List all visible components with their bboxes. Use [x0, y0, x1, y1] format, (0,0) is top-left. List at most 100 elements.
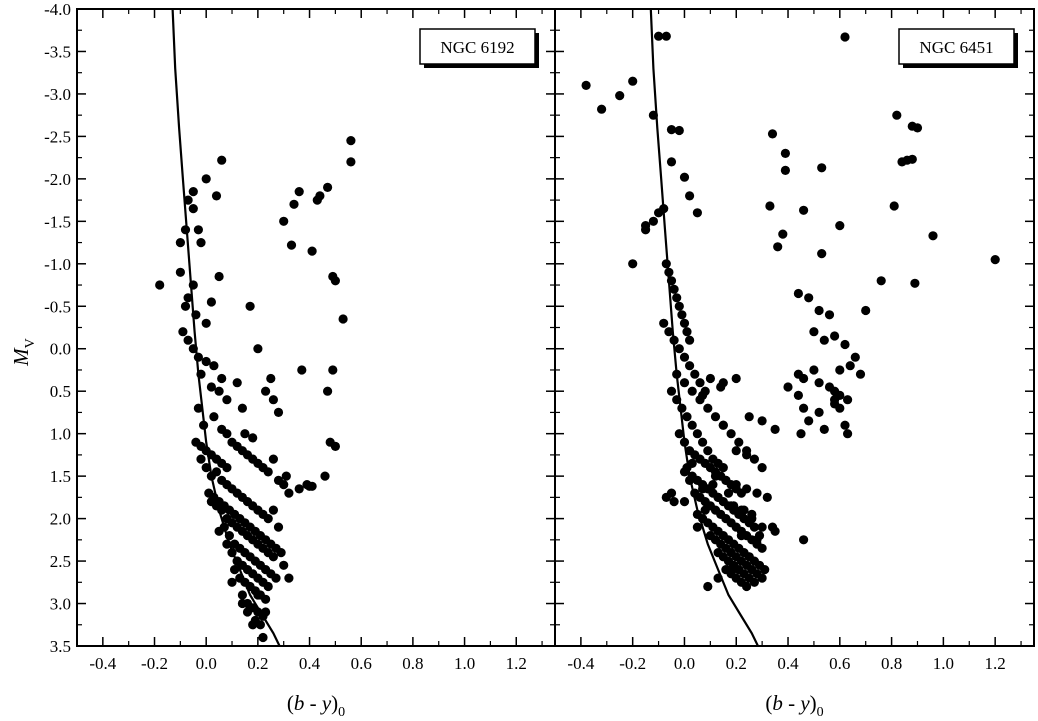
ngc-6451-star-point — [817, 163, 827, 173]
ngc-6192-x-tick-label: 1.0 — [454, 654, 475, 673]
ngc-6192-x-tick-label: 1.2 — [506, 654, 527, 673]
ngc-6192-star-point — [268, 454, 278, 464]
ngc-6451-star-point — [744, 412, 754, 422]
panel-ngc-6451-label-background — [898, 28, 1015, 65]
ngc-6192-star-point — [188, 187, 198, 197]
y-tick-label: -2.5 — [44, 127, 71, 146]
ngc-6451-star-point — [736, 531, 747, 541]
y-tick-label: 3.5 — [50, 637, 71, 656]
y-tick-label: 0.5 — [50, 382, 71, 401]
ngc-6192-x-tick-label: -0.2 — [141, 654, 168, 673]
ngc-6192-star-point — [214, 386, 224, 396]
ngc-6192-star-point — [273, 407, 284, 417]
ngc-6451-star-point — [752, 488, 762, 498]
ngc-6192-star-point — [222, 539, 232, 549]
y-tick-label: -1.0 — [44, 255, 71, 274]
ngc-6192-star-point — [201, 174, 211, 184]
ngc-6192-star-point — [320, 471, 330, 481]
ngc-6192-star-point — [315, 191, 325, 201]
ngc-6451-x-tick-label: 0.6 — [829, 654, 850, 673]
ngc-6451-star-point — [799, 373, 809, 384]
ngc-6451-star-point — [742, 581, 752, 592]
ngc-6451-star-point — [757, 463, 767, 473]
ngc-6451-x-tick-label: 0.8 — [881, 654, 902, 673]
y-tick-label: -3.0 — [44, 85, 71, 104]
ngc-6451-star-point — [814, 378, 824, 388]
ngc-6192-star-point — [273, 522, 284, 532]
ngc-6192-star-point — [188, 204, 198, 214]
ngc-6192-star-point — [222, 429, 232, 439]
ngc-6451-star-point — [685, 475, 695, 485]
ngc-6451-star-point — [780, 165, 791, 175]
ngc-6451-star-point — [814, 305, 824, 316]
panel-ngc-6192-label: NGC 6192 — [440, 38, 514, 57]
ngc-6451-star-point — [705, 373, 716, 384]
ngc-6192-star-point — [232, 378, 242, 388]
ngc-6192-star-point — [222, 395, 232, 405]
ngc-6451-star-point — [757, 416, 767, 426]
ngc-6192-star-point — [201, 356, 211, 367]
y-tick-label: 1.0 — [50, 425, 71, 444]
ngc-6451-sequence-curve — [649, 9, 760, 646]
ngc-6451-star-point — [843, 429, 853, 439]
ngc-6451-star-point — [679, 497, 690, 507]
ngc-6451-x-tick-label: -0.2 — [619, 654, 646, 673]
ngc-6451-star-point — [698, 484, 708, 494]
y-axis-title: MV — [9, 338, 38, 367]
ngc-6451-x-tick-label: 0.2 — [726, 654, 747, 673]
ngc-6192-star-point — [279, 560, 289, 570]
ngc-6451-star-point — [809, 365, 819, 375]
ngc-6451-star-point — [845, 361, 855, 371]
ngc-6451-star-point — [682, 412, 692, 422]
ngc-6451-star-point — [581, 80, 591, 90]
ngc-6451-star-point — [666, 276, 677, 286]
ngc-6192-star-point — [227, 577, 237, 587]
y-tick-label: 3.0 — [50, 595, 71, 614]
ngc-6451-star-point — [749, 522, 760, 532]
y-tick-label: 1.5 — [50, 467, 71, 486]
x-axis-title-ngc-6192: (b - y)0 — [287, 691, 345, 720]
ngc-6192-star-point — [183, 293, 193, 303]
ngc-6192-x-tick-label: 0.4 — [299, 654, 321, 673]
ngc-6451-star-point — [685, 335, 695, 345]
ngc-6192-star-point — [263, 581, 273, 592]
ngc-6451-star-point — [840, 420, 850, 430]
ngc-6451-star-point — [654, 31, 664, 41]
ngc-6192-star-point — [193, 225, 203, 235]
ngc-6192-star-point — [263, 514, 273, 524]
ngc-6451-x-axis-title-text: (b - y)0 — [765, 691, 823, 720]
ngc-6451-star-point — [749, 577, 760, 587]
ngc-6451-star-point — [757, 543, 767, 553]
ngc-6451-star-point — [739, 505, 749, 515]
ngc-6192-star-point — [188, 344, 198, 354]
ngc-6451-star-point — [817, 249, 827, 259]
ngc-6192-star-point — [183, 335, 193, 345]
ngc-6192-star-point — [227, 548, 237, 558]
ngc-6451-star-point — [687, 458, 697, 468]
ngc-6451-star-point — [672, 369, 682, 379]
ngc-6451-star-point — [669, 335, 679, 345]
ngc-6451-star-point — [692, 509, 703, 519]
ngc-6451-star-point — [726, 565, 736, 575]
ngc-6451-star-point — [641, 221, 651, 231]
ngc-6192-star-point — [237, 590, 247, 600]
ngc-6451-star-point — [703, 446, 713, 456]
ngc-6451-star-point — [710, 471, 721, 481]
ngc-6192-star-point — [307, 246, 317, 256]
ngc-6451-star-point — [778, 229, 788, 239]
ngc-6451-star-point — [780, 148, 791, 158]
ngc-6192-star-point — [289, 199, 299, 209]
ngc-6192-star-point — [248, 433, 258, 443]
ngc-6451-star-point — [731, 373, 741, 384]
ngc-6451-star-point — [597, 104, 607, 114]
ngc-6451-star-point — [679, 318, 690, 328]
ngc-6451-star-point — [687, 386, 697, 396]
ngc-6451-star-point — [760, 565, 770, 575]
ngc-6451-star-point — [723, 488, 734, 498]
ngc-6192-star-point — [253, 344, 263, 354]
ngc-6192-star-point — [214, 271, 224, 282]
ngc-6192-star-point — [242, 607, 253, 617]
ngc-6451-star-point — [666, 125, 677, 135]
ngc-6451-star-point — [679, 437, 690, 447]
